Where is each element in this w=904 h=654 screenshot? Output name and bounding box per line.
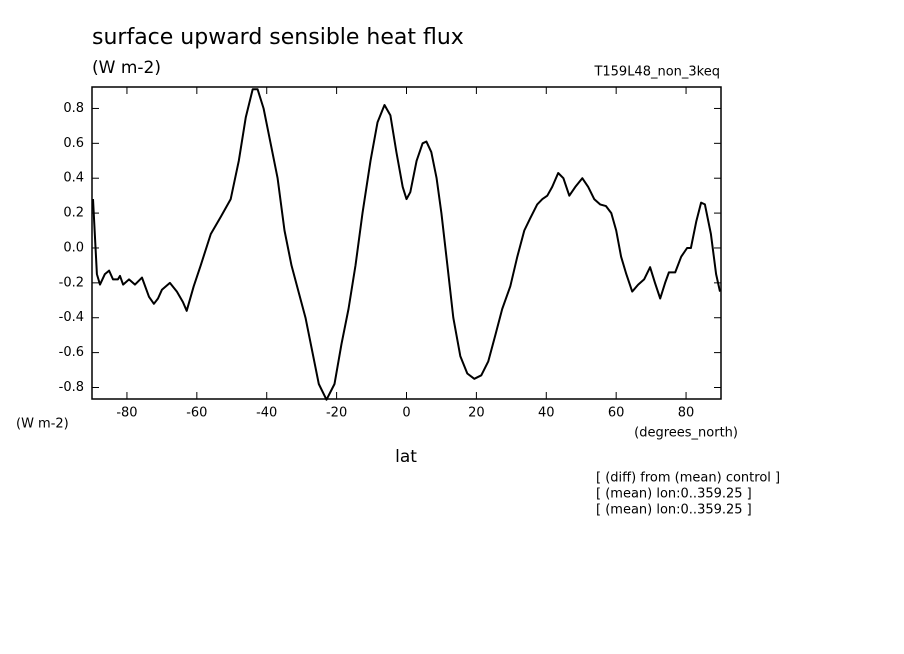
- y-tick-label: -0.6: [59, 345, 84, 360]
- x-tick-label: -80: [116, 406, 137, 421]
- experiment-label: T159L48_non_3keq: [593, 65, 720, 80]
- chart-title: surface upward sensible heat flux: [92, 25, 464, 50]
- x-tick-label: -40: [256, 406, 277, 421]
- y-tick-label: 0.8: [63, 101, 84, 116]
- note: [ (mean) lon:0..359.25 ]: [596, 487, 752, 502]
- note: [ (diff) from (mean) control ]: [596, 471, 780, 486]
- y-tick-label: -0.2: [59, 275, 84, 290]
- x-tick-label: 0: [402, 406, 410, 421]
- x-tick-label: 20: [468, 406, 485, 421]
- y-axis-label: (W m-2): [16, 417, 69, 432]
- x-tick-label: -20: [326, 406, 347, 421]
- y-tick-label: -0.8: [59, 380, 84, 395]
- x-axis-units: (degrees_north): [634, 426, 738, 441]
- x-tick-label: 60: [608, 406, 625, 421]
- y-tick-label: 0.6: [63, 136, 84, 151]
- y-tick-label: 0.2: [63, 206, 84, 221]
- x-axis-label: lat: [395, 447, 417, 467]
- data-line: [92, 88, 721, 401]
- x-tick-label: 40: [538, 406, 555, 421]
- y-tick-label: 0.4: [63, 171, 84, 186]
- y-tick-label: 0.0: [63, 240, 84, 255]
- x-tick-label: -60: [186, 406, 207, 421]
- units-top: (W m-2): [92, 58, 161, 78]
- y-tick-label: -0.4: [59, 310, 84, 325]
- note: [ (mean) lon:0..359.25 ]: [596, 503, 752, 518]
- x-tick-label: 80: [678, 406, 695, 421]
